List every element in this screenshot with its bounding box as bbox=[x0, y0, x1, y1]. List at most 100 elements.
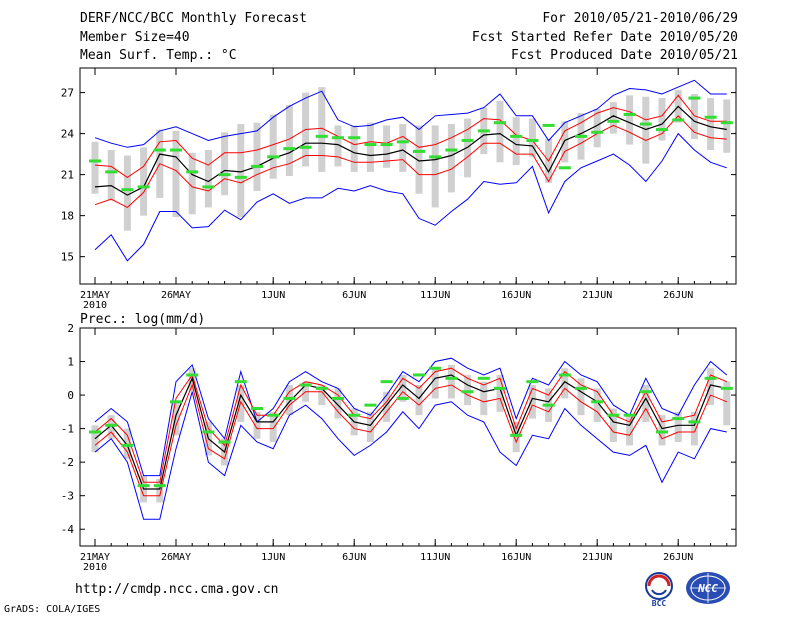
member-spread-box bbox=[512, 117, 520, 166]
member-spread-box bbox=[528, 385, 536, 419]
member-spread-box bbox=[123, 428, 131, 459]
x-tick-label: 26JUN bbox=[663, 552, 693, 563]
median-marker bbox=[607, 413, 620, 417]
member-spread-box bbox=[140, 147, 148, 216]
x-tick-label: 21JUN bbox=[582, 290, 612, 301]
member-spread-box bbox=[561, 121, 569, 163]
member-spread-box bbox=[464, 118, 472, 178]
min-envelope-line bbox=[94, 391, 727, 520]
median-marker bbox=[510, 134, 523, 138]
member-spread-box bbox=[512, 421, 520, 453]
median-marker bbox=[623, 413, 636, 417]
member-spread-box bbox=[658, 98, 666, 141]
x-tick-label: 21MAY bbox=[80, 290, 110, 301]
x-tick-label: 1JUN bbox=[261, 290, 285, 301]
precipitation-plot-frame bbox=[79, 327, 737, 547]
median-marker bbox=[591, 400, 604, 404]
median-marker bbox=[121, 188, 134, 192]
forecast-period: For 2010/05/21-2010/06/29 bbox=[542, 11, 738, 26]
member-spread-box bbox=[609, 102, 617, 134]
median-marker bbox=[283, 396, 296, 400]
member-spread-box bbox=[464, 374, 472, 406]
footer-url[interactable]: http://cmdp.ncc.cma.gov.cn bbox=[75, 582, 279, 597]
median-marker bbox=[283, 147, 296, 151]
median-marker bbox=[332, 136, 344, 140]
median-marker bbox=[656, 430, 668, 434]
upper-spread-line bbox=[94, 367, 727, 483]
median-marker bbox=[526, 380, 539, 384]
member-spread-box bbox=[480, 381, 488, 416]
y-tick-label: 18 bbox=[61, 210, 74, 223]
x-tick-label: 6JUN bbox=[342, 552, 366, 563]
min-envelope-line bbox=[94, 132, 727, 262]
median-marker bbox=[137, 484, 150, 488]
grads-credit: GrADS: COLA/IGES bbox=[4, 604, 101, 615]
median-marker bbox=[575, 134, 587, 138]
median-marker bbox=[429, 366, 442, 370]
member-spread-box bbox=[107, 415, 115, 439]
member-spread-box bbox=[285, 104, 293, 176]
median-marker bbox=[121, 443, 134, 447]
member-spread-box bbox=[399, 374, 407, 402]
precip-panel-title: Prec.: log(mm/d) bbox=[80, 312, 205, 327]
median-marker bbox=[89, 430, 101, 434]
member-spread-box bbox=[658, 415, 666, 446]
median-marker bbox=[558, 166, 571, 170]
median-marker bbox=[461, 390, 474, 394]
median-marker bbox=[332, 396, 344, 400]
median-marker bbox=[348, 413, 361, 417]
median-marker bbox=[672, 118, 685, 122]
median-marker bbox=[299, 145, 312, 149]
median-marker bbox=[688, 420, 701, 424]
member-spread-box bbox=[528, 118, 536, 157]
member-spread-box bbox=[204, 150, 212, 208]
member-spread-box bbox=[496, 374, 504, 412]
median-marker bbox=[105, 170, 118, 174]
member-spread-box bbox=[253, 411, 261, 439]
median-marker bbox=[299, 383, 312, 387]
chart-title: DERF/NCC/BCC Monthly Forecast bbox=[80, 11, 307, 26]
y-tick-label: -1 bbox=[61, 423, 74, 436]
member-spread-box bbox=[253, 122, 261, 192]
member-spread-box bbox=[593, 388, 601, 422]
y-tick-label: -2 bbox=[61, 456, 74, 469]
ensemble-mean-line bbox=[94, 105, 727, 196]
median-marker bbox=[218, 440, 231, 444]
temperature-plot-frame bbox=[79, 67, 737, 285]
lower-spread-line bbox=[94, 115, 727, 209]
median-marker bbox=[720, 121, 733, 125]
median-marker bbox=[704, 115, 717, 119]
x-tick-label: 6JUN bbox=[342, 290, 366, 301]
median-marker bbox=[105, 423, 118, 427]
member-spread-box bbox=[561, 368, 569, 399]
member-spread-box bbox=[107, 150, 115, 201]
year-label: 2010 bbox=[83, 300, 107, 311]
x-tick-label: 11JUN bbox=[420, 552, 450, 563]
member-spread-box bbox=[431, 125, 439, 208]
member-spread-box bbox=[447, 364, 455, 399]
median-marker bbox=[137, 185, 150, 189]
x-tick-label: 21MAY bbox=[80, 552, 110, 563]
x-tick-label: 16JUN bbox=[501, 290, 531, 301]
median-marker bbox=[153, 148, 166, 152]
forecast-produced-date: Fcst Produced Date 2010/05/21 bbox=[511, 48, 738, 63]
member-spread-box bbox=[496, 100, 504, 163]
median-marker bbox=[315, 134, 328, 138]
median-marker bbox=[429, 155, 442, 159]
median-marker bbox=[477, 376, 490, 380]
x-tick-label: 16JUN bbox=[501, 552, 531, 563]
member-spread-box bbox=[626, 415, 634, 446]
member-spread-box bbox=[447, 124, 455, 193]
median-marker bbox=[639, 122, 652, 126]
median-marker bbox=[396, 396, 409, 400]
member-spread-box bbox=[674, 411, 682, 443]
member-spread-box bbox=[237, 124, 245, 218]
median-marker bbox=[202, 430, 215, 434]
median-marker bbox=[461, 138, 474, 142]
median-marker bbox=[170, 400, 182, 404]
median-marker bbox=[688, 96, 701, 100]
member-spread-box bbox=[707, 368, 715, 406]
median-marker bbox=[89, 159, 101, 163]
median-marker bbox=[218, 173, 231, 177]
median-marker bbox=[542, 403, 555, 407]
